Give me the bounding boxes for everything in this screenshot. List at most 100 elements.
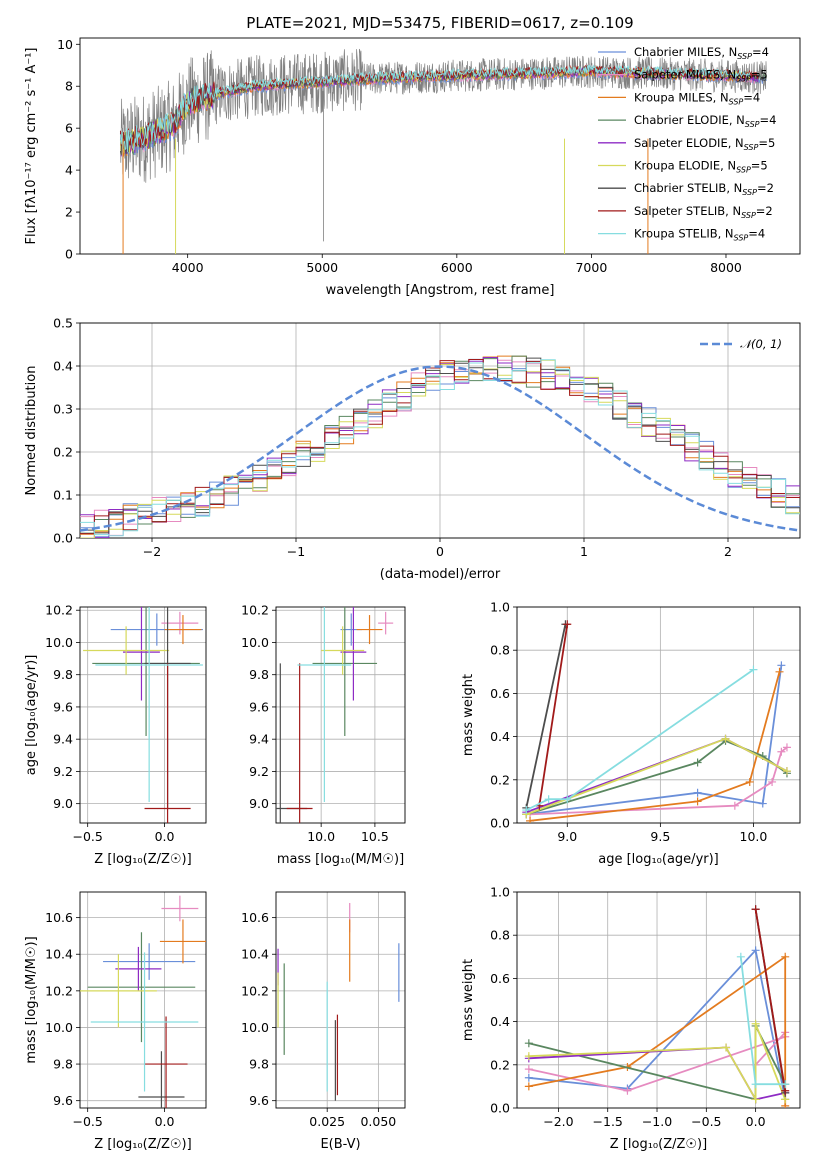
- weight-marker-krou_stelib: [544, 795, 553, 804]
- axes-weight_vs_Z: −2.0 −1.5 −1.0 −0.5 0.0 0.0 0.2 0.4 0.6 0.8 1.0 Z […: [461, 885, 801, 1152]
- y-tick-label: 9.2: [249, 764, 269, 779]
- weight-marker-krou_elodie: [722, 1043, 731, 1052]
- y-tick-label: 9.6: [53, 699, 73, 714]
- y-tick-label: 6: [65, 121, 73, 136]
- plot-frame: [275, 891, 406, 1109]
- y-tick-label: 1.0: [490, 600, 510, 615]
- weight-marker-salp_miles: [623, 1086, 632, 1095]
- weight-line-chab_miles: [526, 665, 783, 816]
- x-tick-label: −0.5: [691, 1114, 721, 1129]
- weight-marker-krou_miles: [775, 667, 784, 676]
- weight-marker-krou_miles: [693, 797, 702, 806]
- x-tick-label: 10.0: [740, 829, 768, 844]
- weight-marker-krou_elodie: [751, 1095, 760, 1104]
- spectrum-lines: [119, 48, 767, 254]
- hist-step-salp_stelib: [80, 359, 800, 535]
- x-tick-label: 0.0: [746, 1114, 766, 1129]
- y-tick-label: 10.6: [241, 910, 269, 925]
- hist-step-chab_stelib: [80, 357, 800, 534]
- legend-text: Salpeter MILES, N: [634, 68, 736, 82]
- y-tick-label: 0.8: [490, 928, 510, 943]
- model-line-krou_stelib: [119, 64, 751, 154]
- x-axis-label: wavelength [Angstrom, rest frame]: [326, 283, 555, 298]
- legend-suffix: =4: [752, 45, 769, 59]
- y-tick-label: 0.2: [53, 445, 73, 460]
- legend-text: Chabrier STELIB, N: [634, 181, 742, 195]
- y-tick-label: 10.2: [241, 603, 269, 618]
- y-tick-label: 0.2: [490, 772, 510, 787]
- x-tick-label: 4000: [172, 260, 204, 275]
- y-tick-label: 1.0: [490, 885, 510, 900]
- legend-suffix: =4: [743, 90, 760, 104]
- plot-frame: [516, 891, 801, 1109]
- weight-line-salp_stelib: [538, 624, 569, 806]
- weight-marker-krou_elodie: [782, 767, 791, 776]
- x-axis-label: Z [log₁₀(Z/Z☉)]: [610, 1137, 707, 1152]
- y-tick-label: 0.6: [490, 971, 510, 986]
- weight-line-salp_miles: [529, 746, 788, 816]
- x-tick-label: −1: [287, 544, 305, 559]
- weight-marker-krou_miles: [745, 777, 754, 786]
- y-tick-label: 0.4: [53, 359, 73, 374]
- plot-frame: [79, 891, 207, 1109]
- x-tick-label: 0.0: [155, 829, 175, 844]
- weight-line-krou_stelib: [525, 668, 755, 811]
- errorbars-mass_vs_ebv: [277, 902, 400, 1101]
- y-tick-label: 9.0: [249, 796, 269, 811]
- x-tick-label: −0.5: [73, 829, 103, 844]
- weight-line-krou_miles: [528, 955, 787, 1106]
- y-axis-label: mass weight: [461, 674, 476, 756]
- y-tick-label: 9.6: [249, 1093, 269, 1108]
- legend-text: Chabrier MILES, N: [634, 45, 737, 59]
- legend-label: Chabrier STELIB, NSSP=2: [634, 181, 774, 197]
- legend-subscript: SSP: [742, 188, 757, 197]
- x-tick-label: 0.025: [309, 1114, 345, 1129]
- legend-suffix: =4: [748, 227, 765, 241]
- x-tick-label: 9.0: [557, 829, 577, 844]
- legend-text: Kroupa STELIB, N: [634, 227, 734, 241]
- legend-suffix: =4: [760, 113, 777, 127]
- y-tick-label: 10.4: [241, 947, 269, 962]
- weight-marker-krou_elodie: [751, 1019, 760, 1028]
- model-line-krou_elodie: [119, 65, 751, 156]
- x-tick-label: 0.050: [360, 1114, 396, 1129]
- weight-marker-chab_miles: [524, 1073, 533, 1082]
- plot-frame: [79, 606, 207, 824]
- x-axis-label: (data-model)/error: [380, 567, 501, 582]
- weight-marker-salp_stelib: [751, 905, 760, 914]
- y-tick-label: 9.6: [249, 699, 269, 714]
- y-tick-label: 9.4: [249, 732, 269, 747]
- y-tick-label: 0.3: [53, 402, 73, 417]
- y-tick-label: 0.0: [490, 1101, 510, 1116]
- y-tick-label: 0.8: [490, 643, 510, 658]
- x-tick-label: −2.0: [543, 1114, 573, 1129]
- y-tick-label: 9.0: [53, 796, 73, 811]
- weight-marker-chab_miles: [777, 661, 786, 670]
- figure-title: PLATE=2021, MJD=53475, FIBERID=0617, z=0…: [246, 14, 633, 32]
- legend-label: Salpeter STELIB, NSSP=2: [634, 204, 773, 220]
- plot-frame: [275, 606, 406, 824]
- plot-frame: [79, 322, 801, 539]
- x-axis-label: age [log₁₀(age/yr)]: [598, 852, 719, 867]
- y-tick-label: 8: [65, 79, 73, 94]
- axes-residuals: −2 −1 0 1 2 0.0 0.1 0.2 0.3 0.4 0.5 (data-model)/er…: [24, 316, 801, 582]
- weight-line-chab_elodie: [526, 739, 788, 816]
- weight-marker-krou_miles: [526, 816, 535, 823]
- legend-suffix: =5: [751, 159, 768, 173]
- y-tick-label: 0.1: [53, 488, 73, 503]
- weight-marker-salp_miles: [777, 747, 786, 756]
- legend-text: Kroupa ELODIE, N: [634, 159, 736, 173]
- y-axis-label: mass weight: [461, 959, 476, 1041]
- axes-spectrum: 4000 5000 6000 7000 8000 0 2 4 6 8 10 wavelength [A…: [24, 37, 801, 298]
- weight-marker-krou_miles: [524, 1082, 533, 1091]
- weight-marker-salp_stelib: [563, 620, 572, 629]
- weight-marker-chab_miles: [751, 946, 760, 955]
- x-tick-label: 2: [724, 544, 732, 559]
- x-tick-label: −1.0: [642, 1114, 672, 1129]
- axes-weight_vs_age: 9.0 9.5 10.0 0.0 0.2 0.4 0.6 0.8 1.0 age [log₁₀(a…: [461, 600, 801, 867]
- legend-subscript: SSP: [736, 166, 751, 175]
- weight-marker-salp_miles: [730, 801, 739, 810]
- y-axis-label: age [log₁₀(age/yr)]: [24, 655, 39, 776]
- legend-subscript: SSP: [736, 75, 751, 84]
